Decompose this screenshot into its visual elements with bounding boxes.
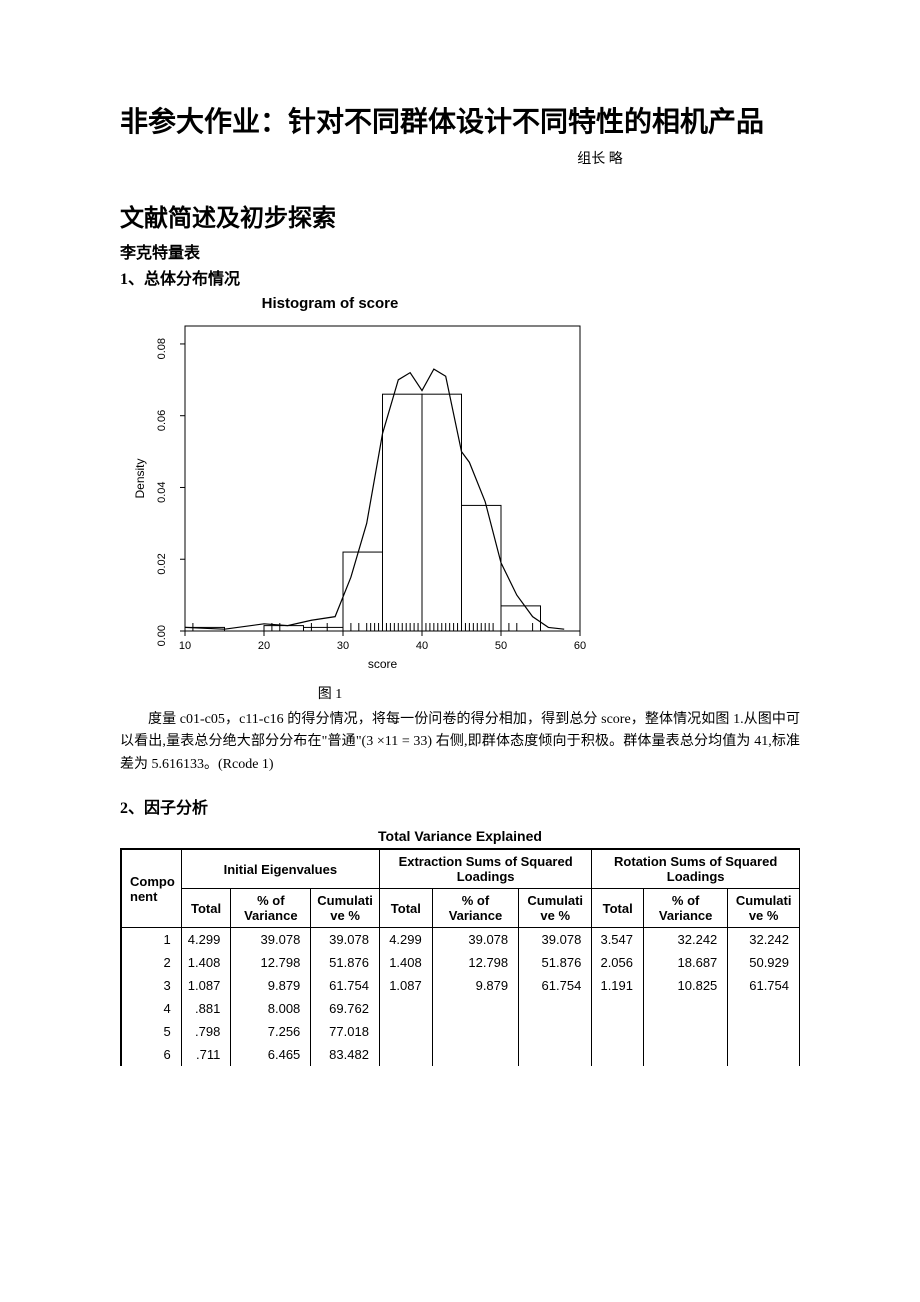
doc-title: 非参大作业：针对不同群体设计不同特性的相机产品	[120, 100, 800, 140]
svg-text:20: 20	[258, 640, 270, 652]
histogram-svg: 10 20 30 40 50 60 0.00 0.02 0.04 0.06 0.08 score Den…	[130, 316, 590, 676]
chart-title: Histogram of score	[120, 295, 800, 312]
table-title: Total Variance Explained	[120, 828, 800, 844]
svg-text:score: score	[368, 657, 398, 671]
svg-text:0.00: 0.00	[156, 625, 168, 646]
svg-text:50: 50	[495, 640, 507, 652]
svg-text:40: 40	[416, 640, 428, 652]
body-paragraph-1: 度量 c01-c05，c11-c16 的得分情况，将每一份问卷的得分相加，得到总…	[120, 709, 800, 776]
svg-text:0.06: 0.06	[156, 410, 168, 431]
subsection-heading: 李克特量表	[120, 239, 800, 263]
svg-text:60: 60	[574, 640, 586, 652]
svg-text:10: 10	[179, 640, 191, 652]
svg-text:0.02: 0.02	[156, 553, 168, 574]
svg-text:0.08: 0.08	[156, 338, 168, 359]
variance-table: ComponentInitial EigenvaluesExtraction S…	[120, 848, 800, 1066]
numbered-section-1: 1、总体分布情况	[120, 265, 800, 289]
numbered-section-2: 2、因子分析	[120, 794, 800, 818]
svg-text:0.04: 0.04	[156, 481, 168, 502]
svg-text:30: 30	[337, 640, 349, 652]
chart-caption: 图 1	[120, 683, 800, 703]
doc-author: 组长 略	[120, 148, 800, 168]
svg-text:Density: Density	[133, 458, 147, 498]
section-heading: 文献简述及初步探索	[120, 198, 800, 233]
histogram-chart: 10 20 30 40 50 60 0.00 0.02 0.04 0.06 0.08 score Den…	[130, 316, 800, 681]
